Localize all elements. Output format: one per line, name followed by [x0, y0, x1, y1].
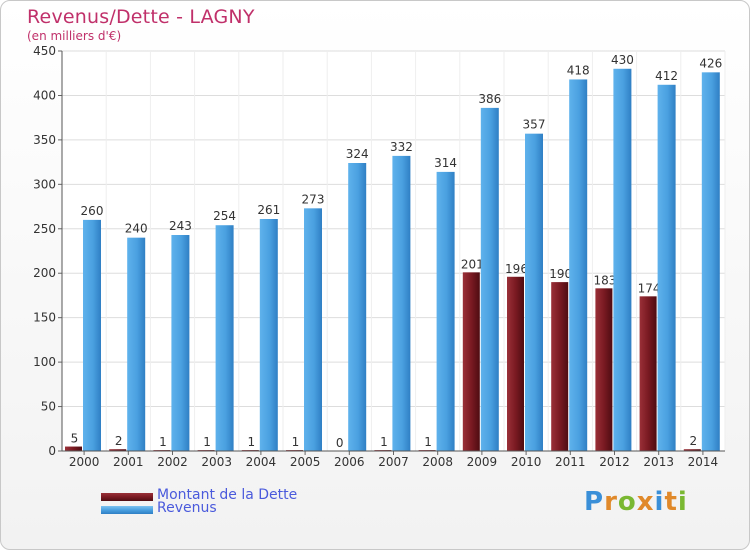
data-label-dette: 2 [689, 434, 697, 448]
x-tick-label: 2007 [378, 455, 409, 469]
data-label-dette: 1 [203, 435, 211, 449]
y-tick-label: 300 [33, 177, 56, 191]
logo-letter: r [604, 487, 618, 517]
x-tick-label: 2012 [599, 455, 630, 469]
data-label-revenus: 430 [611, 53, 634, 67]
x-tick-label: 2002 [157, 455, 188, 469]
data-label-dette: 2 [115, 434, 123, 448]
y-tick-label: 50 [41, 400, 56, 414]
legend-label-revenus: Revenus [157, 500, 217, 516]
bar-revenus [259, 219, 278, 451]
data-label-dette: 1 [380, 435, 388, 449]
x-tick-label: 2013 [643, 455, 674, 469]
chart-title: Revenus/Dette - LAGNY [27, 6, 255, 28]
bar-revenus [525, 133, 543, 451]
data-label-revenus: 332 [390, 140, 413, 154]
logo-letter: i [677, 487, 688, 517]
bar-dette [507, 276, 524, 451]
data-label-dette: 183 [593, 273, 616, 287]
x-tick-label: 2001 [113, 455, 144, 469]
logo-letter: o [617, 487, 637, 517]
data-label-revenus: 412 [655, 69, 678, 83]
y-tick-label: 350 [33, 133, 56, 147]
data-label-revenus: 260 [81, 204, 104, 218]
data-label-dette: 1 [247, 435, 255, 449]
x-tick-label: 2005 [290, 455, 321, 469]
bar-revenus [436, 171, 455, 451]
bar-revenus [215, 225, 234, 451]
x-tick-label: 2010 [511, 455, 542, 469]
bar-revenus [613, 68, 632, 452]
logo-letter: P [584, 487, 605, 517]
bar-dette [551, 282, 569, 451]
x-tick-label: 2011 [555, 455, 586, 469]
data-label-dette: 1 [159, 435, 167, 449]
data-label-dette: 1 [292, 435, 300, 449]
data-label-dette: 201 [461, 257, 484, 271]
y-tick-label: 100 [33, 355, 56, 369]
legend-label-dette: Montant de la Dette [157, 487, 298, 503]
bar-revenus [171, 235, 190, 451]
legend-swatch-revenus [101, 506, 153, 514]
data-label-revenus: 243 [169, 219, 192, 233]
bar-dette [462, 272, 480, 451]
data-label-dette: 174 [638, 281, 661, 295]
bar-revenus [392, 155, 411, 451]
proxiti-logo: Proxiti [584, 487, 688, 517]
x-tick-label: 2003 [201, 455, 232, 469]
data-label-revenus: 314 [434, 156, 457, 170]
chart-subtitle: (en milliers d'€) [27, 29, 122, 43]
legend-swatch-dette [101, 493, 153, 501]
data-label-revenus: 426 [699, 56, 722, 70]
bar-revenus [701, 72, 720, 451]
bar-revenus [657, 84, 676, 452]
bar-dette [639, 296, 657, 451]
y-tick-label: 250 [33, 222, 56, 236]
bar-dette [65, 446, 82, 451]
data-label-revenus: 324 [346, 147, 369, 161]
data-label-dette: 1 [424, 435, 432, 449]
data-label-revenus: 240 [125, 222, 148, 236]
bar-revenus [480, 107, 499, 451]
y-tick-label: 400 [33, 88, 56, 102]
y-tick-label: 450 [33, 44, 56, 58]
logo-letter: x [636, 487, 655, 517]
data-label-revenus: 261 [257, 203, 280, 217]
logo-letter: t [664, 487, 678, 517]
data-label-revenus: 357 [523, 118, 546, 132]
bar-revenus [83, 219, 101, 451]
bar-dette [683, 449, 701, 451]
x-tick-label: 2000 [69, 455, 100, 469]
x-tick-label: 2008 [422, 455, 453, 469]
x-tick-label: 2004 [246, 455, 277, 469]
bar-revenus [348, 163, 367, 451]
data-label-dette: 5 [71, 432, 79, 446]
data-label-dette: 190 [549, 267, 572, 281]
y-tick-label: 150 [33, 311, 56, 325]
bar-dette [109, 449, 127, 451]
y-tick-label: 0 [48, 444, 56, 458]
x-tick-label: 2006 [334, 455, 365, 469]
data-label-revenus: 254 [213, 209, 236, 223]
data-label-revenus: 273 [302, 192, 325, 206]
data-label-revenus: 418 [567, 63, 590, 77]
bar-dette [595, 288, 613, 451]
x-tick-label: 2009 [467, 455, 498, 469]
bar-revenus [127, 237, 146, 451]
x-tick-label: 2014 [688, 455, 719, 469]
y-tick-label: 200 [33, 266, 56, 280]
logo-letter: i [654, 487, 665, 517]
data-label-dette: 0 [336, 436, 344, 450]
bar-revenus [304, 208, 322, 451]
bar-revenus [569, 79, 588, 451]
data-label-revenus: 386 [478, 92, 501, 106]
data-label-dette: 196 [505, 262, 528, 276]
